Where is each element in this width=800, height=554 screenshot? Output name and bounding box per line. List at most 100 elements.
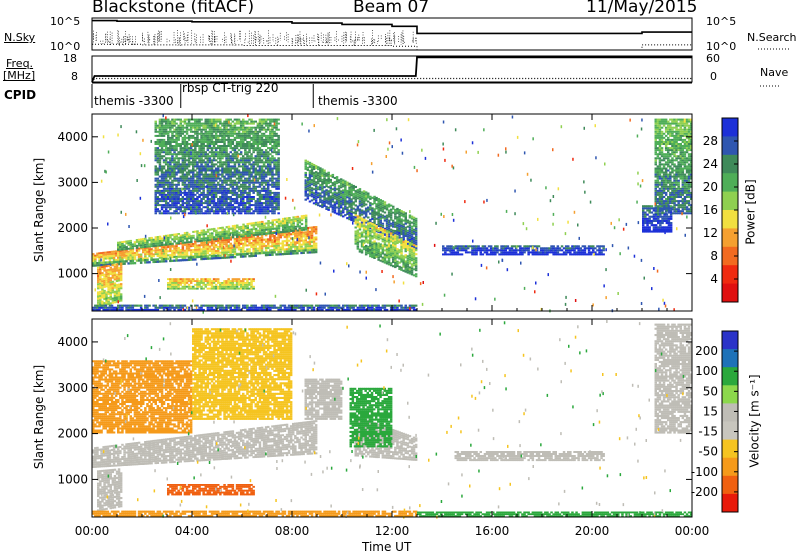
scatter-cell-5 [273, 177, 276, 180]
scatter-cell-2 [227, 232, 231, 235]
scatter-cell-3 [103, 289, 106, 292]
scatter-cell-5 [189, 157, 193, 160]
scatter-cell-4 [250, 282, 253, 284]
scatter-cell-5 [277, 167, 280, 170]
scatter-cell-5 [256, 157, 260, 160]
scatter-cell-2 [281, 228, 285, 231]
scatter-cell-0 [114, 252, 118, 255]
scatter-cell-5 [181, 198, 185, 200]
scatter-cell-5 [187, 151, 191, 154]
scatter-cell-5 [183, 181, 187, 184]
scatter-cell-5 [235, 157, 239, 160]
scatter-cell-5 [273, 210, 276, 213]
scatter-cell-0 [267, 244, 270, 247]
scatter-cell-2 [158, 235, 162, 238]
scatter-cell-0 [292, 230, 295, 233]
scatter-cell-2 [183, 234, 187, 236]
scatter-cell-5 [183, 147, 187, 150]
scatter-cell-3 [115, 286, 119, 289]
scatter-cell-5 [264, 134, 268, 137]
scatter-cell-6 [325, 178, 328, 181]
scatter-cell-0 [104, 253, 107, 256]
scatter-cell-0 [302, 239, 305, 242]
scatter-cell-0 [123, 253, 126, 255]
scatter-cell-5 [200, 138, 203, 141]
scatter-cell-6 [323, 179, 326, 182]
scatter-cell-2 [304, 222, 308, 225]
scatter-cell-5 [212, 122, 216, 125]
scatter-cell-5 [173, 193, 176, 196]
scatter-cell-0 [181, 255, 185, 258]
scatter-cell-5 [269, 191, 272, 194]
scatter-cell-0 [252, 241, 255, 244]
scatter-cell-0 [214, 240, 218, 243]
scatter-cell-5 [210, 200, 214, 203]
scatter-cell-5 [250, 181, 253, 184]
scatter-cell-5 [169, 198, 172, 200]
scatter-cell-5 [156, 189, 160, 192]
scatter-cell-5 [158, 122, 162, 125]
scatter-cell-5 [252, 179, 255, 182]
scatter-cell-0 [258, 247, 262, 250]
scatter-cell-5 [208, 118, 212, 121]
scatter-cell-5 [221, 185, 224, 188]
scatter-cell-5 [200, 149, 203, 152]
scatter-cell-5 [231, 165, 235, 168]
scatter-cell-5 [189, 153, 193, 156]
scatter-cell-5 [156, 187, 160, 190]
scatter-cell-3 [111, 276, 115, 279]
scatter-cell-0 [110, 252, 114, 255]
scatter-cell-0 [102, 257, 105, 260]
scatter-cell-5 [264, 198, 268, 200]
scatter-cell-5 [219, 153, 222, 156]
scatter-cell-2 [233, 224, 237, 227]
scatter-cell-5 [183, 191, 187, 194]
scatter-cell-1 [271, 253, 274, 256]
scatter-cell-5 [160, 204, 164, 207]
scatter-cell-5 [250, 175, 253, 178]
scatter-cell-6 [306, 197, 310, 200]
scatter-cell-0 [248, 242, 251, 245]
scatter-cell-0 [312, 244, 316, 247]
scatter-cell-4 [183, 282, 187, 284]
scatter-cell-0 [217, 249, 220, 252]
scatter-cell-5 [227, 179, 230, 182]
scatter-cell-5 [262, 128, 266, 131]
scatter-cell-2 [273, 219, 277, 222]
scatter-cell-0 [177, 255, 180, 258]
scatter-cell-2 [286, 226, 289, 229]
scatter-cell-0 [310, 240, 314, 243]
scatter-cell-4 [212, 282, 216, 284]
scatter-cell-2 [256, 221, 260, 224]
scatter-cell-5 [275, 208, 278, 211]
scatter-cell-0 [298, 247, 301, 250]
scatter-cell-2 [154, 236, 158, 239]
scatter-cell-2 [304, 218, 308, 221]
scatter-cell-1 [171, 259, 174, 262]
scatter-cell-5 [183, 145, 187, 147]
scatter-cell-5 [167, 147, 170, 150]
scatter-cell-2 [135, 246, 139, 249]
scatter-cell-2 [217, 227, 220, 230]
scatter-cell-5 [217, 151, 220, 154]
scatter-cell-5 [219, 185, 222, 188]
scatter-cell-0 [208, 249, 212, 252]
scatter-cell-2 [275, 225, 279, 228]
scatter-cell-2 [246, 234, 249, 237]
scatter-cell-2 [158, 237, 162, 240]
scatter-cell-0 [196, 250, 199, 253]
scatter-cell-5 [198, 181, 201, 184]
scatter-cell-5 [171, 161, 174, 164]
scatter-cell-5 [210, 163, 214, 166]
scatter-cell-5 [231, 173, 235, 176]
scatter-cell-4 [169, 282, 172, 284]
scatter-cell-6 [306, 160, 310, 163]
scatter-cell-5 [179, 191, 182, 194]
scatter-cell-3 [109, 272, 112, 275]
scatter-cell-5 [171, 157, 174, 160]
scatter-cell-5 [227, 183, 230, 186]
scatter-cell-4 [196, 283, 199, 286]
scatter-cell-0 [175, 249, 178, 252]
scatter-cell-5 [217, 167, 220, 170]
scatter-cell-5 [237, 122, 241, 125]
